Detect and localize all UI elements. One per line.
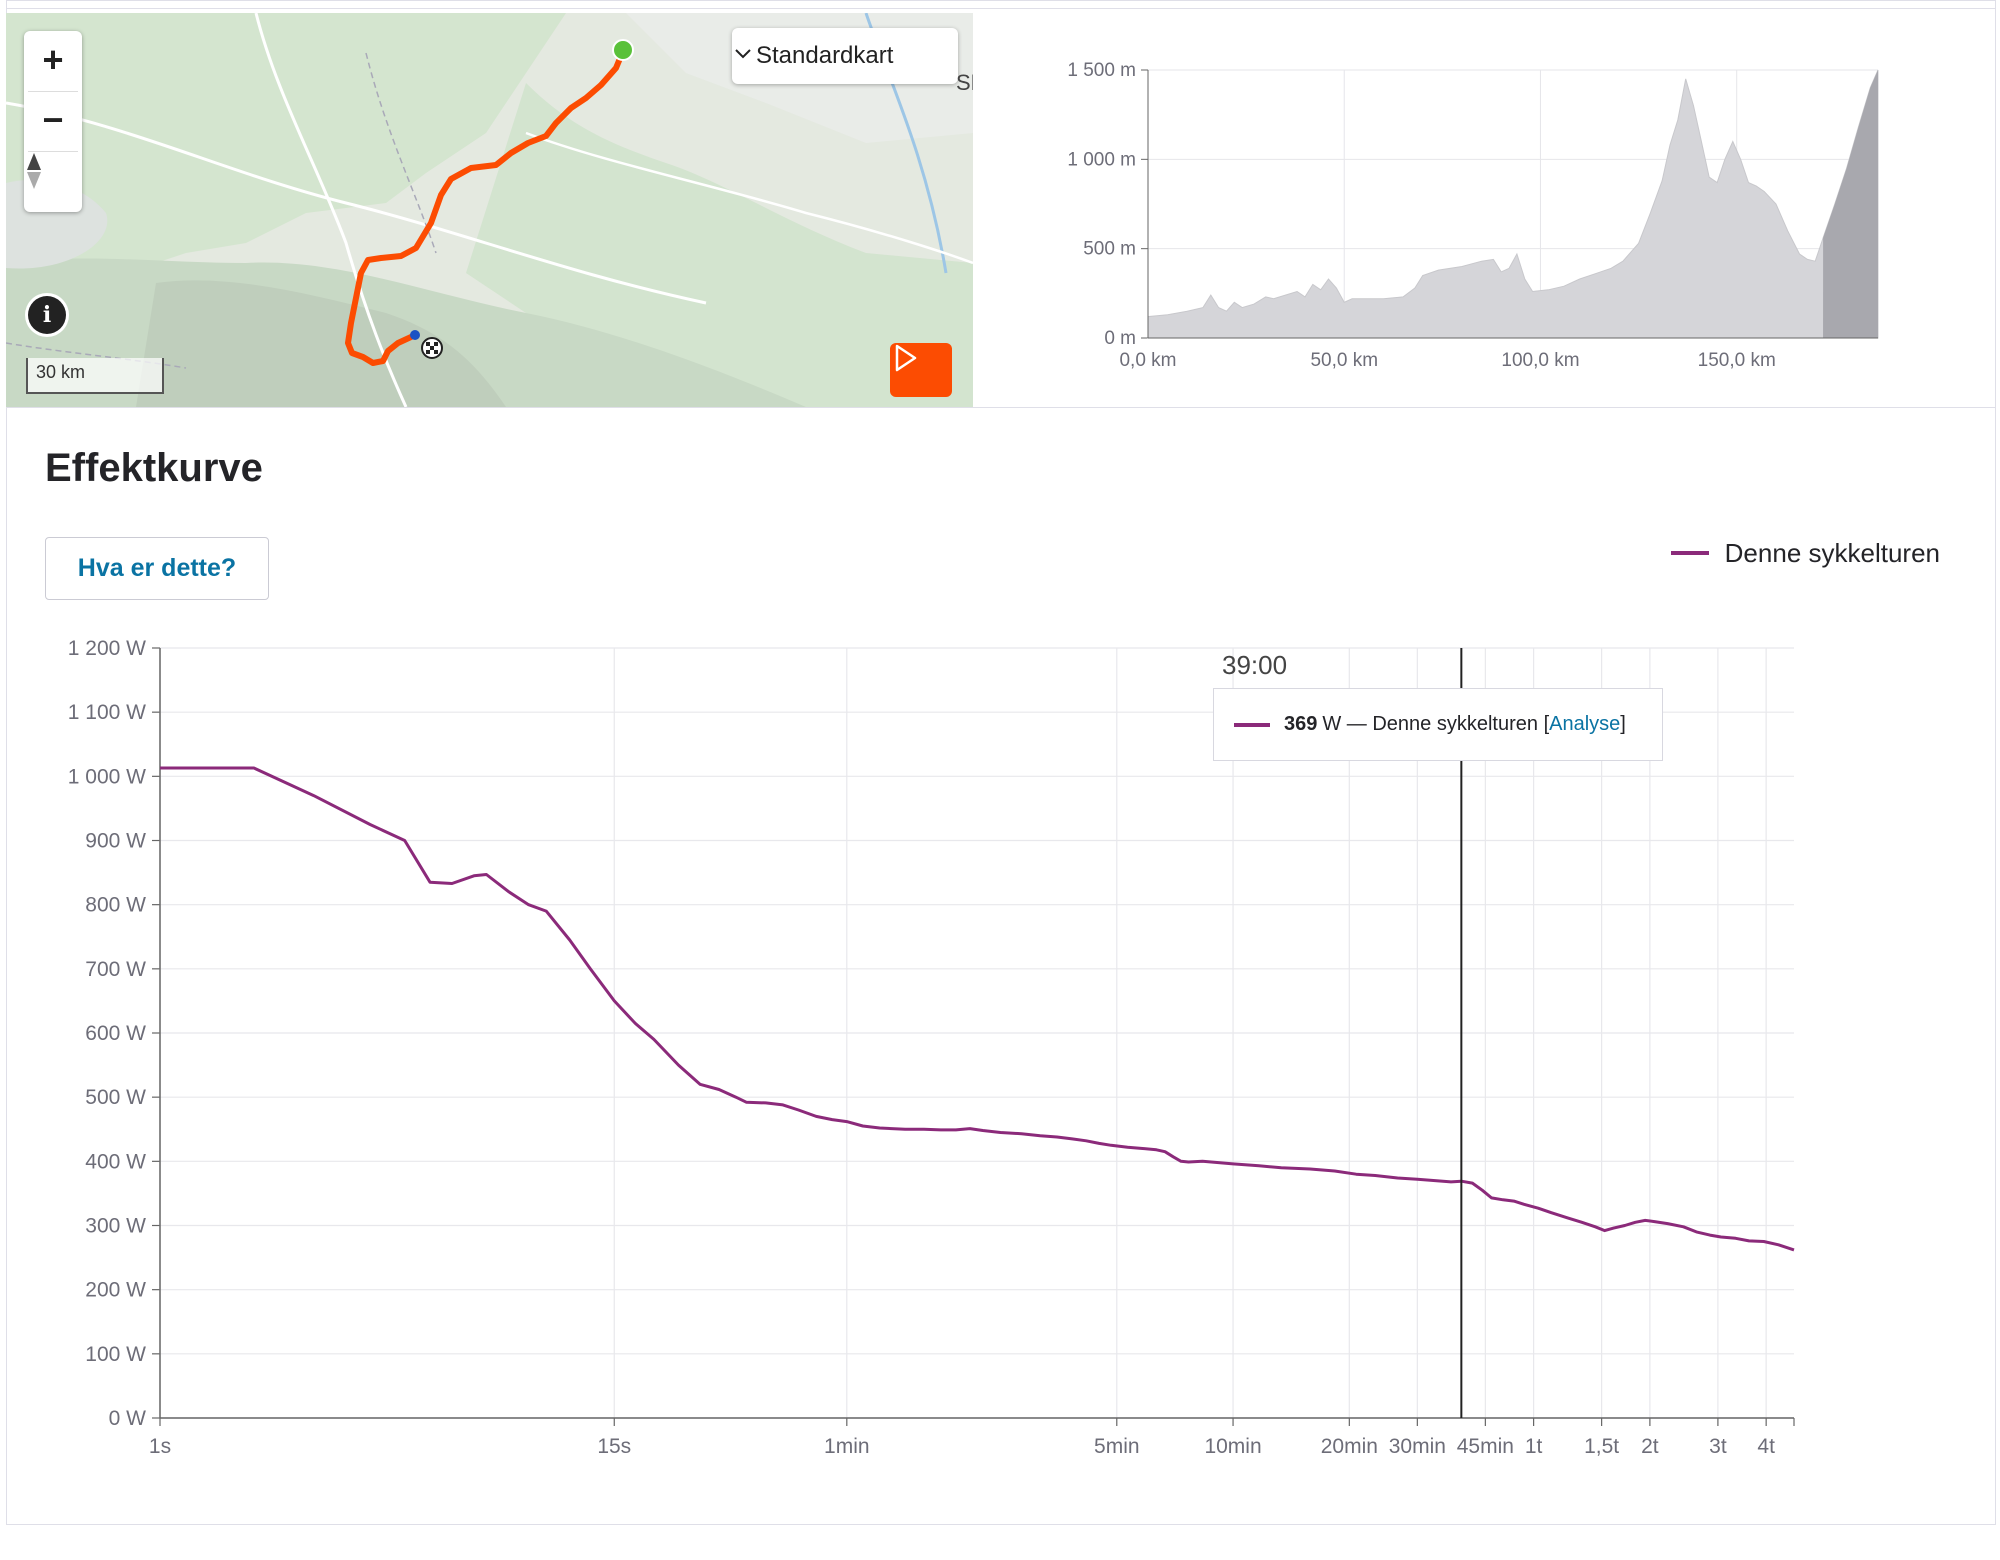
what-is-this-button[interactable]: Hva er dette? <box>45 537 269 600</box>
divider <box>28 91 78 92</box>
power-y-tick-label: 700 W <box>85 958 146 981</box>
power-curve-line <box>160 766 1795 1252</box>
section-title: Effektkurve <box>45 446 263 490</box>
elevation-y-tick-label: 0 m <box>1104 328 1136 349</box>
power-y-tick-label: 800 W <box>85 894 146 917</box>
play-flyby-button[interactable] <box>890 343 952 397</box>
power-curve-chart[interactable]: 0 W 100 W 200 W 300 W 400 W 500 W 600 W 700 W 80… <box>40 620 1830 1470</box>
zoom-in-button[interactable]: + <box>42 39 64 80</box>
tooltip-time: 39:00 <box>1222 650 1288 680</box>
elevation-y-tick-label: 1 000 m <box>1067 149 1136 170</box>
top-divider <box>6 8 1996 9</box>
chevron-down-icon <box>735 49 751 59</box>
elevation-highlight-area <box>1823 70 1878 338</box>
power-y-tick-label: 100 W <box>85 1343 146 1366</box>
map-label-partial: SE <box>956 70 973 95</box>
compass-button[interactable] <box>24 151 82 209</box>
tooltip-value: 369 <box>1284 713 1318 735</box>
compass-icon <box>27 153 41 189</box>
power-y-tick-label: 300 W <box>85 1215 146 1238</box>
elevation-x-tick-label: 50,0 km <box>1310 350 1378 371</box>
power-x-tick-label: 15s <box>597 1435 631 1458</box>
elevation-y-tick-label: 500 m <box>1083 239 1136 260</box>
elevation-x-tick-label: 0,0 km <box>1119 350 1176 371</box>
power-x-tick-label: 30min <box>1389 1435 1446 1458</box>
activity-panel <box>6 0 1996 1525</box>
divider <box>28 151 78 152</box>
power-y-tick-label: 1 000 W <box>68 765 146 788</box>
info-button[interactable]: i <box>28 296 66 334</box>
power-x-tick-label: 2t <box>1641 1435 1659 1458</box>
chart-tooltip: 369 W — Denne sykkelturen [ Analyse ] <box>1213 688 1663 761</box>
power-x-tick-label: 1s <box>149 1435 171 1458</box>
legend-swatch <box>1670 551 1709 555</box>
chart-legend[interactable]: Denne sykkelturen <box>1670 537 1940 568</box>
elevation-x-tick-label: 150,0 km <box>1698 350 1776 371</box>
power-x-tick-label: 20min <box>1321 1435 1378 1458</box>
zoom-out-button[interactable]: − <box>42 99 64 140</box>
map-type-label: Standardkart <box>756 42 894 69</box>
power-y-tick-label: 0 W <box>109 1407 147 1430</box>
map-scale: 30 km <box>26 358 164 394</box>
analyse-link[interactable]: Analyse <box>1549 713 1621 735</box>
map-type-dropdown[interactable]: Standardkart <box>732 28 958 84</box>
power-x-tick-label: 3t <box>1709 1435 1727 1458</box>
power-y-tick-label: 900 W <box>85 830 146 853</box>
power-x-tick-label: 5min <box>1094 1435 1140 1458</box>
power-x-tick-label: 4t <box>1757 1435 1775 1458</box>
play-icon <box>895 344 917 372</box>
power-y-tick-label: 400 W <box>85 1150 146 1173</box>
tooltip-series: W — Denne sykkelturen [ <box>1322 713 1550 735</box>
elevation-x-tick-label: 100,0 km <box>1501 350 1579 371</box>
section-divider <box>6 407 1996 408</box>
power-x-tick-label: 1,5t <box>1584 1435 1619 1458</box>
map-tiles <box>6 13 973 407</box>
legend-label: Denne sykkelturen <box>1724 537 1940 568</box>
power-y-tick-label: 600 W <box>85 1022 146 1045</box>
power-y-tick-label: 500 W <box>85 1086 146 1109</box>
route-map[interactable]: + − Standardkart SE i 30 km <box>6 13 973 407</box>
power-y-tick-label: 200 W <box>85 1279 146 1302</box>
tooltip-close-bracket: ] <box>1620 713 1626 735</box>
power-x-tick-label: 1min <box>824 1435 870 1458</box>
power-y-tick-label: 1 100 W <box>68 701 146 724</box>
power-x-tick-label: 10min <box>1204 1435 1261 1458</box>
elevation-area <box>1147 69 1879 339</box>
power-x-tick-label: 45min <box>1457 1435 1514 1458</box>
tooltip-swatch <box>1234 722 1270 727</box>
elevation-y-tick-label: 1 500 m <box>1067 60 1136 81</box>
elevation-chart[interactable]: 0 m 500 m 1 000 m 1 500 m 0,0 km 50,0 km 100,0… <box>1030 30 1890 380</box>
power-y-tick-label: 1 200 W <box>68 637 146 660</box>
power-x-tick-label: 1t <box>1525 1435 1543 1458</box>
zoom-control: + − <box>24 31 82 212</box>
